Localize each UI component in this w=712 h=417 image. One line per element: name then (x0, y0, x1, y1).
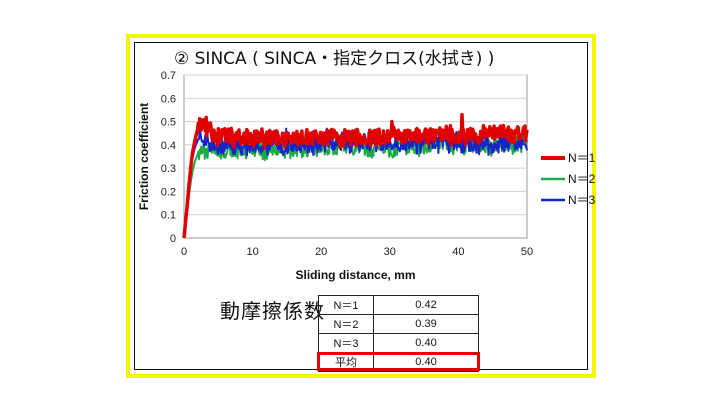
legend-label: N＝3 (568, 193, 596, 207)
x-tick-label: 30 (384, 246, 396, 258)
legend-label: N＝1 (568, 151, 596, 165)
row-name: N＝3 (318, 333, 374, 353)
table-row: N＝3 0.40 (318, 333, 479, 353)
y-tick-label: 0.5 (161, 117, 176, 129)
row-value: 0.39 (373, 314, 479, 334)
y-tick-label: 0.1 (161, 210, 176, 222)
y-tick-label: 0.2 (161, 186, 176, 198)
table-row-average: 平均 0.40 (318, 352, 479, 372)
table-row: N＝2 0.39 (318, 314, 479, 334)
summary-label: 動摩擦係数 (220, 299, 325, 323)
y-tick-label: 0.4 (161, 140, 176, 152)
row-value: 0.40 (373, 352, 479, 372)
x-tick-label: 20 (315, 246, 327, 258)
summary-table: N＝1 0.42 N＝2 0.39 N＝3 0.40 平均 0.40 (318, 295, 479, 372)
series-line-1 (182, 112, 529, 239)
table-row: N＝1 0.42 (318, 295, 479, 315)
row-name: N＝1 (318, 295, 374, 315)
row-value: 0.40 (373, 333, 479, 353)
row-value: 0.42 (373, 295, 479, 315)
y-tick-label: 0.7 (161, 70, 176, 82)
y-tick-label: 0 (170, 233, 176, 245)
y-tick-label: 0.6 (161, 93, 176, 105)
x-tick-label: 40 (452, 246, 464, 258)
x-tick-label: 0 (181, 246, 187, 258)
y-tick-label: 0.3 (161, 163, 176, 175)
chart-title: ② SINCA ( SINCA・指定クロス(水拭き) ) (174, 49, 495, 69)
x-tick-label: 50 (521, 246, 533, 258)
y-axis-title: Friction coefficient (137, 103, 151, 210)
row-name: 平均 (318, 352, 374, 372)
x-tick-label: 10 (246, 246, 258, 258)
row-name: N＝2 (318, 314, 374, 334)
legend-label: N＝2 (568, 172, 596, 186)
x-axis-title: Sliding distance, mm (295, 268, 415, 282)
